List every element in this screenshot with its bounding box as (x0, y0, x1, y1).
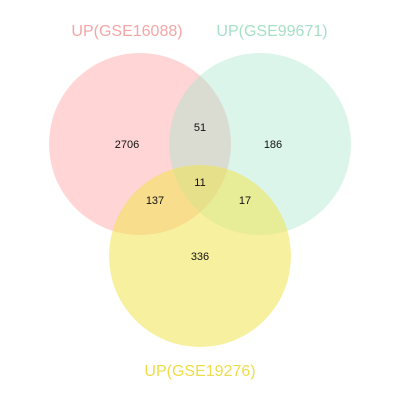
set-label-gse16088: UP(GSE16088) (71, 23, 182, 40)
count-gse16088-gse19276: 137 (146, 195, 164, 207)
set-label-gse19276: UP(GSE19276) (144, 363, 255, 380)
count-gse19276-only: 336 (191, 251, 209, 263)
count-gse16088-only: 2706 (115, 139, 139, 151)
set-label-gse99671: UP(GSE99671) (216, 23, 327, 40)
count-all-three: 11 (194, 177, 205, 189)
count-gse99671-gse19276: 17 (239, 195, 251, 207)
count-gse16088-gse99671: 51 (194, 122, 206, 134)
set-circle-gse19276 (109, 165, 291, 347)
count-gse99671-only: 186 (264, 139, 282, 151)
